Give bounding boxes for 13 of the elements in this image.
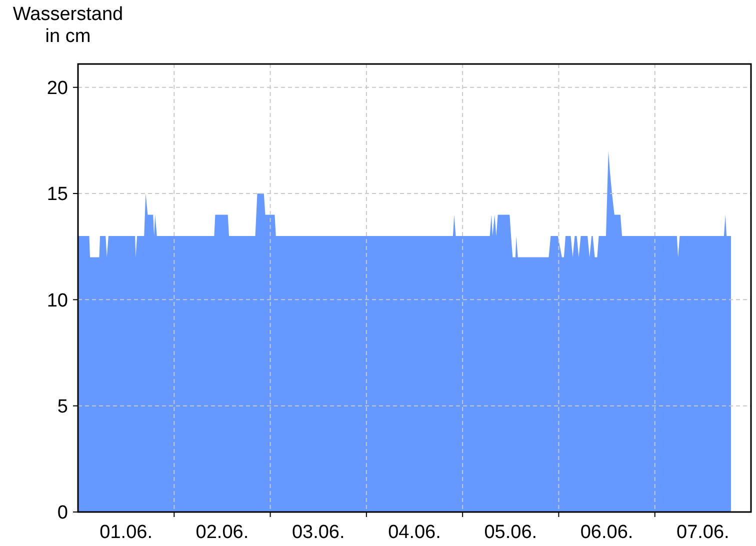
x-tick-label: 05.06. — [484, 522, 538, 543]
y-axis-title: Wasserstand in cm — [12, 4, 124, 47]
x-tick-label: 01.06. — [100, 522, 152, 543]
x-tick-label: 02.06. — [196, 522, 249, 543]
x-tick-label: 04.06. — [388, 522, 441, 543]
x-tick-label: 06.06. — [580, 522, 634, 543]
y-tick-label: 5 — [57, 396, 68, 418]
y-tick-label: 15 — [46, 184, 68, 206]
x-tick-label: 07.06. — [676, 522, 730, 543]
y-tick-label: 10 — [46, 290, 68, 312]
y-tick-label: 0 — [57, 502, 68, 524]
x-tick-label: 03.06. — [292, 522, 345, 543]
y-tick-label: 20 — [46, 78, 68, 100]
